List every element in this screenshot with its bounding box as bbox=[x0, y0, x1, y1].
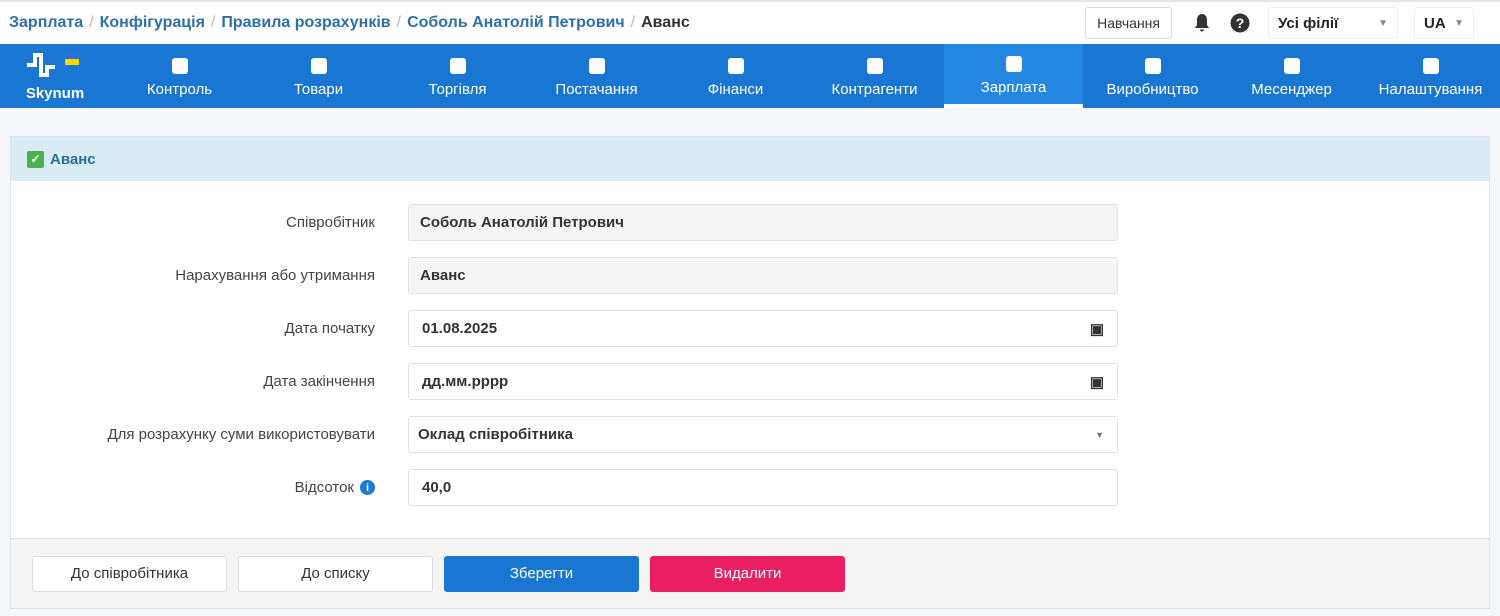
learn-button[interactable]: Навчання bbox=[1085, 7, 1172, 39]
breadcrumb: Зарплата / Конфігурація / Правила розрахун… bbox=[0, 14, 690, 32]
nav-item-label: Торгівля bbox=[428, 80, 487, 98]
calendar-icon[interactable]: ▣ bbox=[1089, 320, 1104, 338]
save-button[interactable]: Зберегти bbox=[444, 555, 639, 592]
employee-field: Соболь Анатолій Петрович bbox=[408, 204, 1118, 241]
nav-item-label: Контроль bbox=[146, 80, 213, 98]
breadcrumb-link[interactable]: Зарплата bbox=[9, 14, 84, 31]
person-icon bbox=[866, 57, 883, 74]
checkbox-icon: ✓ bbox=[27, 150, 44, 168]
breadcrumb-link[interactable]: Соболь Анатолій Петрович bbox=[407, 14, 625, 31]
to-employee-button[interactable]: До співробітника bbox=[32, 555, 227, 592]
nav-item[interactable]: Торгівля bbox=[388, 44, 527, 108]
nav-item-label: Фінанси bbox=[707, 80, 764, 98]
separator: / bbox=[396, 14, 402, 31]
nav-item[interactable]: Контрагенти bbox=[805, 44, 944, 108]
end-date-input[interactable]: дд.мм.рррр ▣ bbox=[408, 363, 1118, 400]
card-title: Аванс bbox=[50, 150, 96, 168]
percent-value: 40,0 bbox=[422, 479, 452, 496]
end-date-value: дд.мм.рррр bbox=[422, 373, 509, 390]
start-date-value: 01.08.2025 bbox=[422, 320, 498, 337]
language-select[interactable]: UA ▼ bbox=[1414, 7, 1474, 39]
chevron-down-icon: ▼ bbox=[1378, 17, 1388, 29]
delete-button[interactable]: Видалити bbox=[650, 555, 845, 592]
start-date-input[interactable]: 01.08.2025 ▣ bbox=[408, 310, 1118, 347]
base-select[interactable]: Оклад співробітника ▼ bbox=[408, 416, 1118, 453]
calendar-icon[interactable]: ▣ bbox=[1089, 373, 1104, 391]
nav-item-label: Виробництво bbox=[1106, 80, 1199, 98]
logo[interactable]: Skynum bbox=[0, 44, 110, 108]
branch-select[interactable]: Усі філії ▼ bbox=[1268, 7, 1398, 39]
help-icon[interactable]: ? bbox=[1230, 13, 1250, 33]
cash-register-icon bbox=[449, 57, 466, 74]
language-value: UA bbox=[1424, 14, 1446, 32]
employee-value: Соболь Анатолій Петрович bbox=[420, 214, 624, 231]
nav-item[interactable]: Фінанси bbox=[666, 44, 805, 108]
hammer-icon bbox=[1422, 57, 1439, 74]
breadcrumb-link[interactable]: Правила розрахунків bbox=[221, 14, 391, 31]
breadcrumb-current: Аванс bbox=[641, 14, 690, 31]
nav-item-label: Товари bbox=[293, 80, 344, 98]
accrual-value: Аванс bbox=[420, 267, 466, 284]
nav-item[interactable]: Контроль bbox=[110, 44, 249, 108]
chart-icon bbox=[171, 57, 188, 74]
employee-label: Співробітник bbox=[286, 214, 375, 231]
nav-item-label: Месенджер bbox=[1251, 80, 1332, 98]
breadcrumb-link[interactable]: Конфігурація bbox=[99, 14, 205, 31]
nav-item[interactable]: Товари bbox=[249, 44, 388, 108]
info-icon[interactable]: i bbox=[360, 480, 375, 495]
percent-input[interactable]: 40,0 bbox=[408, 469, 1118, 506]
tag-icon bbox=[310, 57, 327, 74]
nav-item[interactable]: Месенджер bbox=[1222, 44, 1361, 108]
nav-item-label: Налаштування bbox=[1378, 80, 1483, 98]
end-date-label: Дата закінчення bbox=[263, 373, 375, 390]
nav-item-label: Постачання bbox=[555, 80, 638, 98]
nav-item[interactable]: Виробництво bbox=[1083, 44, 1222, 108]
accrual-label: Нарахування або утримання bbox=[175, 267, 375, 284]
factory-icon bbox=[1144, 57, 1161, 74]
separator: / bbox=[630, 14, 636, 31]
truck-icon bbox=[588, 57, 605, 74]
main-nav: Skynum Контроль Товари Торгівля Постачання Ф… bbox=[0, 44, 1500, 108]
accrual-field: Аванс bbox=[408, 257, 1118, 294]
nav-item[interactable]: Налаштування bbox=[1361, 44, 1500, 108]
separator: / bbox=[89, 14, 94, 31]
branch-value: Усі філії bbox=[1278, 14, 1339, 32]
separator: / bbox=[210, 14, 216, 31]
nav-item-label: Контрагенти bbox=[831, 80, 918, 98]
wallet-icon bbox=[727, 57, 744, 74]
logo-text: Skynum bbox=[25, 84, 85, 102]
rule-card: ✓ Аванс Співробітник Соболь Анатолій Петро… bbox=[10, 136, 1490, 609]
nav-item[interactable]: Постачання bbox=[527, 44, 666, 108]
base-value: Оклад співробітника bbox=[418, 426, 573, 443]
chevron-down-icon: ▼ bbox=[1095, 429, 1104, 440]
chevron-down-icon: ▼ bbox=[1454, 17, 1464, 29]
top-bar: Зарплата / Конфігурація / Правила розрахун… bbox=[0, 0, 1500, 44]
to-list-button[interactable]: До списку bbox=[238, 555, 433, 592]
percent-label: Відсоток i bbox=[11, 479, 375, 496]
start-date-label: Дата початку bbox=[284, 320, 375, 337]
chat-icon bbox=[1283, 57, 1300, 74]
nav-item-label: Зарплата bbox=[980, 78, 1047, 96]
percent-label-text: Відсоток bbox=[294, 479, 354, 496]
bell-icon[interactable] bbox=[1192, 13, 1212, 33]
logo-icon bbox=[27, 52, 79, 77]
svg-text:?: ? bbox=[1236, 15, 1245, 31]
envelope-icon bbox=[1005, 55, 1022, 72]
nav-item[interactable]: Зарплата bbox=[944, 44, 1083, 108]
base-label: Для розрахунку суми використовувати bbox=[107, 426, 375, 443]
